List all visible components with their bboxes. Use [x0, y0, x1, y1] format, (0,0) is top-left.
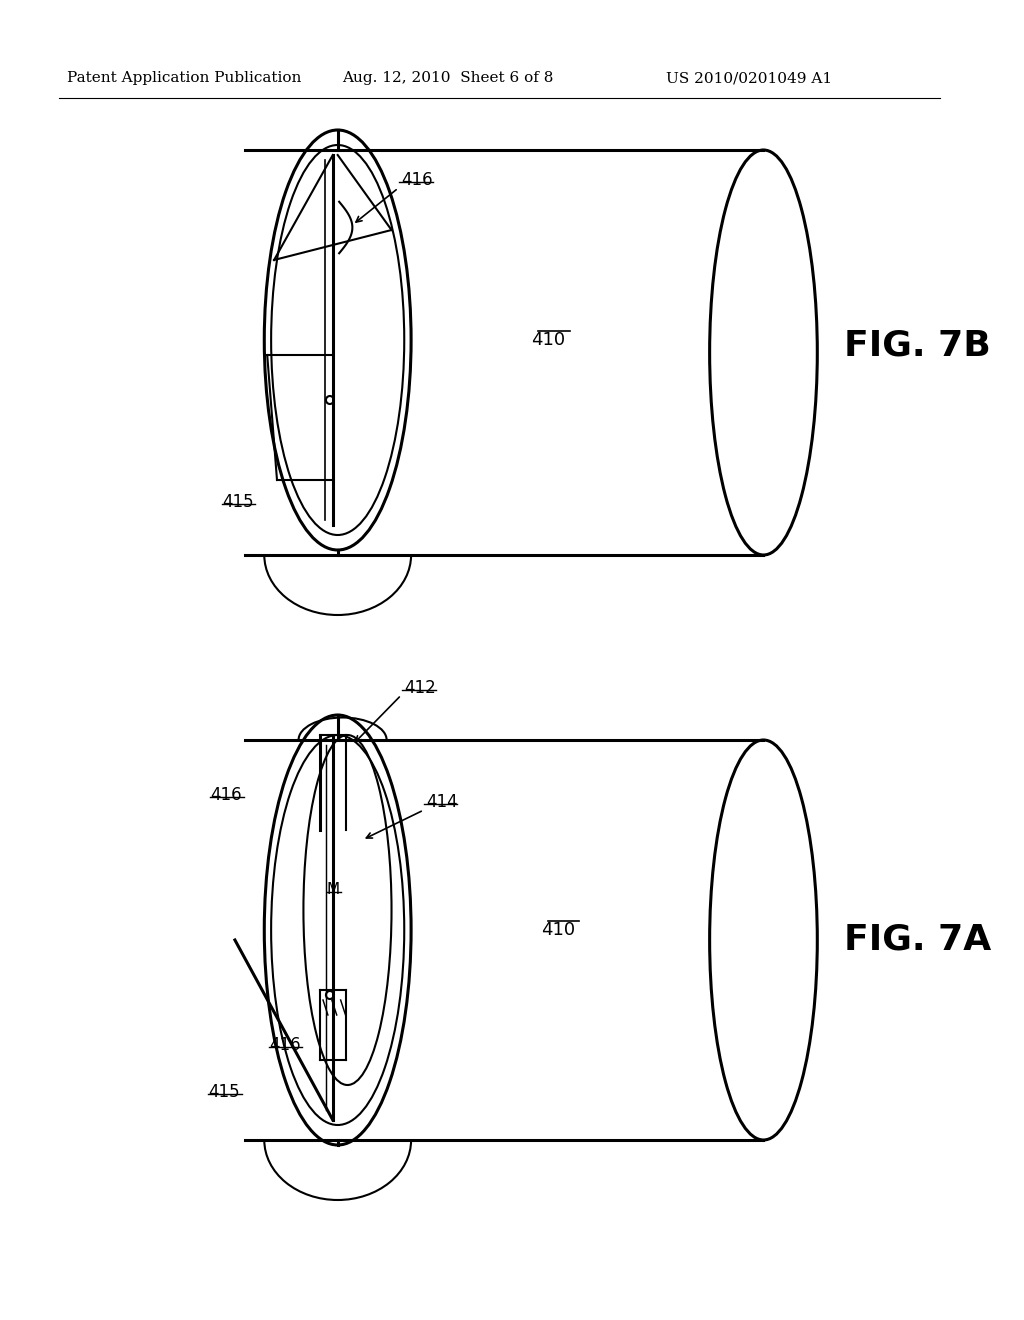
- Text: 410: 410: [531, 331, 565, 348]
- Text: Aug. 12, 2010  Sheet 6 of 8: Aug. 12, 2010 Sheet 6 of 8: [343, 71, 554, 84]
- Text: US 2010/0201049 A1: US 2010/0201049 A1: [666, 71, 831, 84]
- Text: Patent Application Publication: Patent Application Publication: [67, 71, 301, 84]
- Text: 415: 415: [209, 1082, 240, 1101]
- Text: 415: 415: [222, 492, 254, 511]
- Text: FIG. 7A: FIG. 7A: [844, 923, 991, 957]
- Text: 416: 416: [401, 172, 433, 189]
- Text: 410: 410: [541, 921, 575, 939]
- Text: FIG. 7B: FIG. 7B: [844, 327, 990, 362]
- Text: 412: 412: [404, 678, 436, 697]
- Text: 414: 414: [426, 793, 458, 810]
- Text: 416: 416: [269, 1036, 301, 1053]
- Text: 416: 416: [211, 785, 242, 804]
- Text: M: M: [327, 883, 339, 898]
